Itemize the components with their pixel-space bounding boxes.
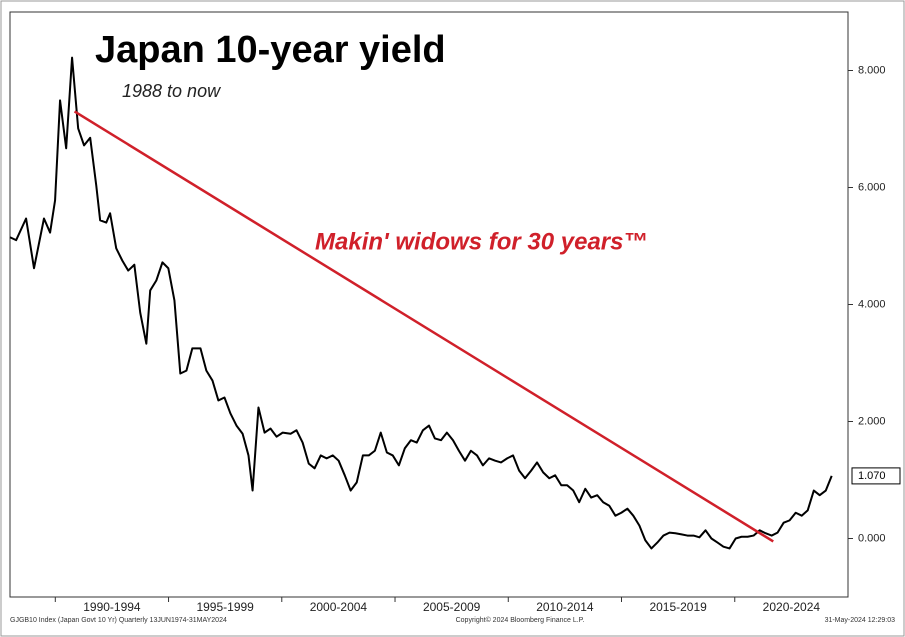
x-tick-label: 2005-2009: [423, 600, 481, 614]
y-tick-label: 6.000: [858, 181, 886, 193]
x-tick-label: 1995-1999: [196, 600, 254, 614]
annotation: Makin' widows for 30 years™: [315, 228, 647, 255]
trend-line: [73, 110, 774, 543]
x-tick-label: 1990-1994: [83, 600, 141, 614]
line-series: [9, 56, 833, 550]
x-tick-label: 2015-2019: [649, 600, 707, 614]
y-tick-label: 8.000: [858, 64, 886, 76]
y-tick-label: 0.000: [858, 532, 886, 544]
chart-subtitle: 1988 to now: [122, 81, 221, 101]
last-value-label: 1.070: [858, 470, 886, 482]
x-tick-label: 2020-2024: [763, 600, 821, 614]
y-tick-label: 4.000: [858, 298, 886, 310]
footer-center: Copyright© 2024 Bloomberg Finance L.P.: [456, 616, 585, 624]
last-value-box: [851, 467, 901, 485]
footer-right: 31-May-2024 12:29:03: [825, 617, 896, 624]
x-tick-label: 2000-2004: [310, 600, 368, 614]
y-tick-label: 2.000: [858, 415, 886, 427]
footer-left: GJGB10 Index (Japan Govt 10 Yr) Quarterl…: [10, 617, 227, 624]
chart-title: Japan 10-year yield: [95, 29, 446, 71]
x-tick-label: 2010-2014: [536, 600, 594, 614]
